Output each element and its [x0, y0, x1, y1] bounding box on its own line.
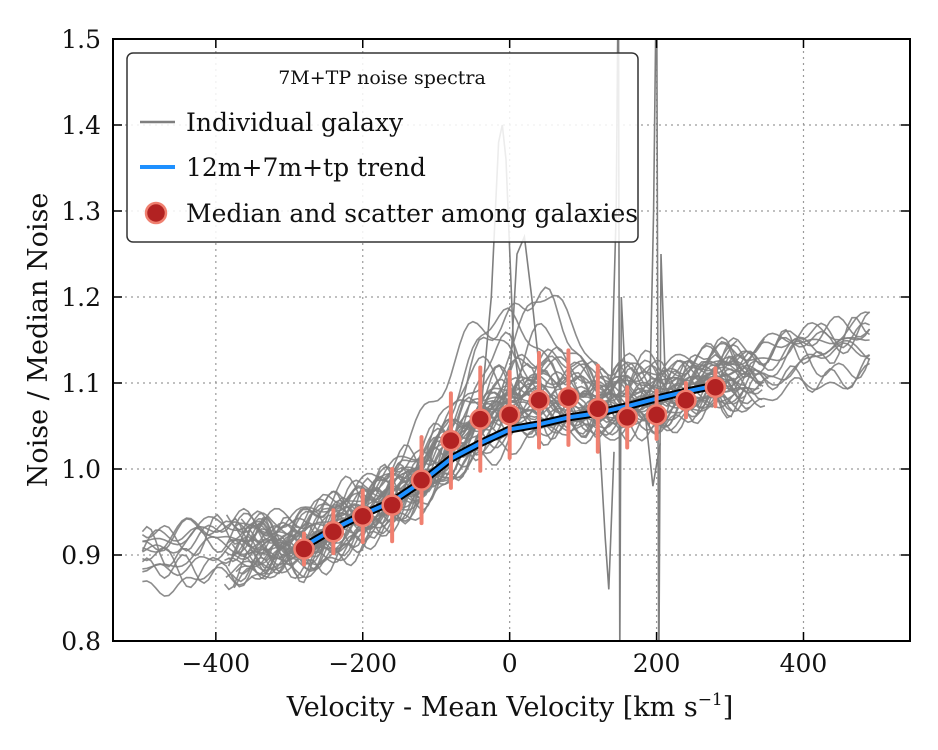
median-point	[322, 521, 345, 543]
galaxy-spectrum-spike	[597, 408, 615, 590]
y-tick-label: 1.1	[61, 369, 101, 398]
median-point	[704, 376, 727, 399]
galaxy-spectrum	[142, 311, 870, 546]
y-tick-label: 1.4	[61, 111, 101, 140]
legend-swatch-marker	[144, 201, 168, 225]
legend-label-trend: 12m+7m+tp trend	[186, 153, 426, 182]
median-point	[645, 404, 668, 426]
axis-ticks: −400 −200 0 200 400 0.8 0.9 1.0 1.1 1.2 1.3 1.4 1.5	[61, 25, 910, 678]
y-tick-label: 1.5	[61, 25, 101, 54]
plot-frame	[112, 38, 911, 642]
legend-label-individual: Individual galaxy	[186, 108, 404, 137]
y-tick-label: 0.9	[61, 541, 101, 570]
median-point	[352, 505, 374, 528]
median-point	[528, 389, 550, 411]
x-axis-title: Velocity - Mean Velocity [km s−1]	[286, 690, 734, 723]
y-axis-title: Noise / Median Noise	[23, 193, 54, 488]
x-tick-label: 0	[502, 649, 518, 678]
x-tick-label: −200	[328, 649, 397, 678]
median-point	[440, 429, 462, 452]
y-tick-label: 1.3	[61, 197, 101, 226]
y-tick-label: 0.8	[61, 627, 101, 656]
median-point	[293, 538, 315, 560]
median-point	[587, 398, 609, 420]
x-tick-label: −400	[182, 649, 251, 678]
galaxy-spectrum	[238, 363, 747, 575]
legend: 7M+TP noise spectra Individual galaxy 12…	[126, 52, 639, 243]
median-point	[410, 469, 433, 491]
legend-label-median: Median and scatter among galaxies	[186, 199, 638, 228]
median-point	[469, 408, 492, 430]
x-tick-label: 200	[633, 649, 681, 678]
y-tick-label: 1.0	[61, 455, 101, 484]
median-point	[616, 406, 638, 429]
median-point	[381, 494, 403, 516]
median-markers	[293, 376, 727, 560]
galaxy-spectrum-spike	[644, 417, 661, 487]
median-point	[557, 386, 580, 409]
individual-spectra	[141, 39, 871, 641]
legend-box	[126, 52, 639, 243]
x-tick-label: 400	[780, 649, 828, 678]
y-tick-label: 1.2	[61, 283, 101, 312]
median-point	[675, 389, 697, 411]
galaxy-spectrum-spike	[648, 39, 667, 641]
legend-title: 7M+TP noise spectra	[278, 67, 486, 89]
galaxy-spectrum	[227, 322, 749, 563]
median-point	[498, 404, 521, 426]
galaxy-spectrum	[231, 377, 735, 583]
